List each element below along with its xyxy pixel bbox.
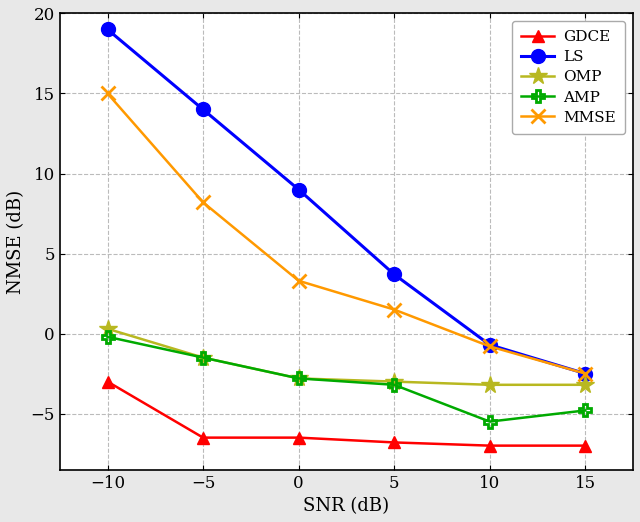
Y-axis label: NMSE (dB): NMSE (dB) <box>7 189 25 293</box>
LS <box>295 186 303 193</box>
X-axis label: SNR (dB): SNR (dB) <box>303 497 390 515</box>
MMSE <box>199 199 207 206</box>
OMP <box>486 382 493 388</box>
OMP <box>199 354 207 361</box>
LS <box>199 106 207 113</box>
Legend: GDCE, LS, OMP, AMP, MMSE: GDCE, LS, OMP, AMP, MMSE <box>511 21 625 134</box>
LS <box>486 342 493 348</box>
Line: MMSE: MMSE <box>100 87 592 381</box>
GDCE <box>199 434 207 441</box>
Line: AMP: AMP <box>102 331 591 427</box>
LS <box>104 26 111 32</box>
OMP <box>295 375 303 382</box>
GDCE <box>581 443 589 449</box>
AMP <box>104 334 111 340</box>
MMSE <box>581 371 589 377</box>
AMP <box>390 382 398 388</box>
AMP <box>295 375 303 382</box>
GDCE <box>486 443 493 449</box>
AMP <box>581 407 589 413</box>
MMSE <box>390 306 398 313</box>
GDCE <box>390 440 398 446</box>
GDCE <box>295 434 303 441</box>
OMP <box>390 378 398 385</box>
MMSE <box>104 90 111 97</box>
LS <box>390 271 398 278</box>
AMP <box>486 419 493 425</box>
Line: LS: LS <box>100 22 592 381</box>
AMP <box>199 354 207 361</box>
Line: GDCE: GDCE <box>101 375 591 452</box>
MMSE <box>486 343 493 350</box>
LS <box>581 371 589 377</box>
OMP <box>104 326 111 332</box>
GDCE <box>104 378 111 385</box>
OMP <box>581 382 589 388</box>
MMSE <box>295 278 303 284</box>
Line: OMP: OMP <box>99 320 595 394</box>
